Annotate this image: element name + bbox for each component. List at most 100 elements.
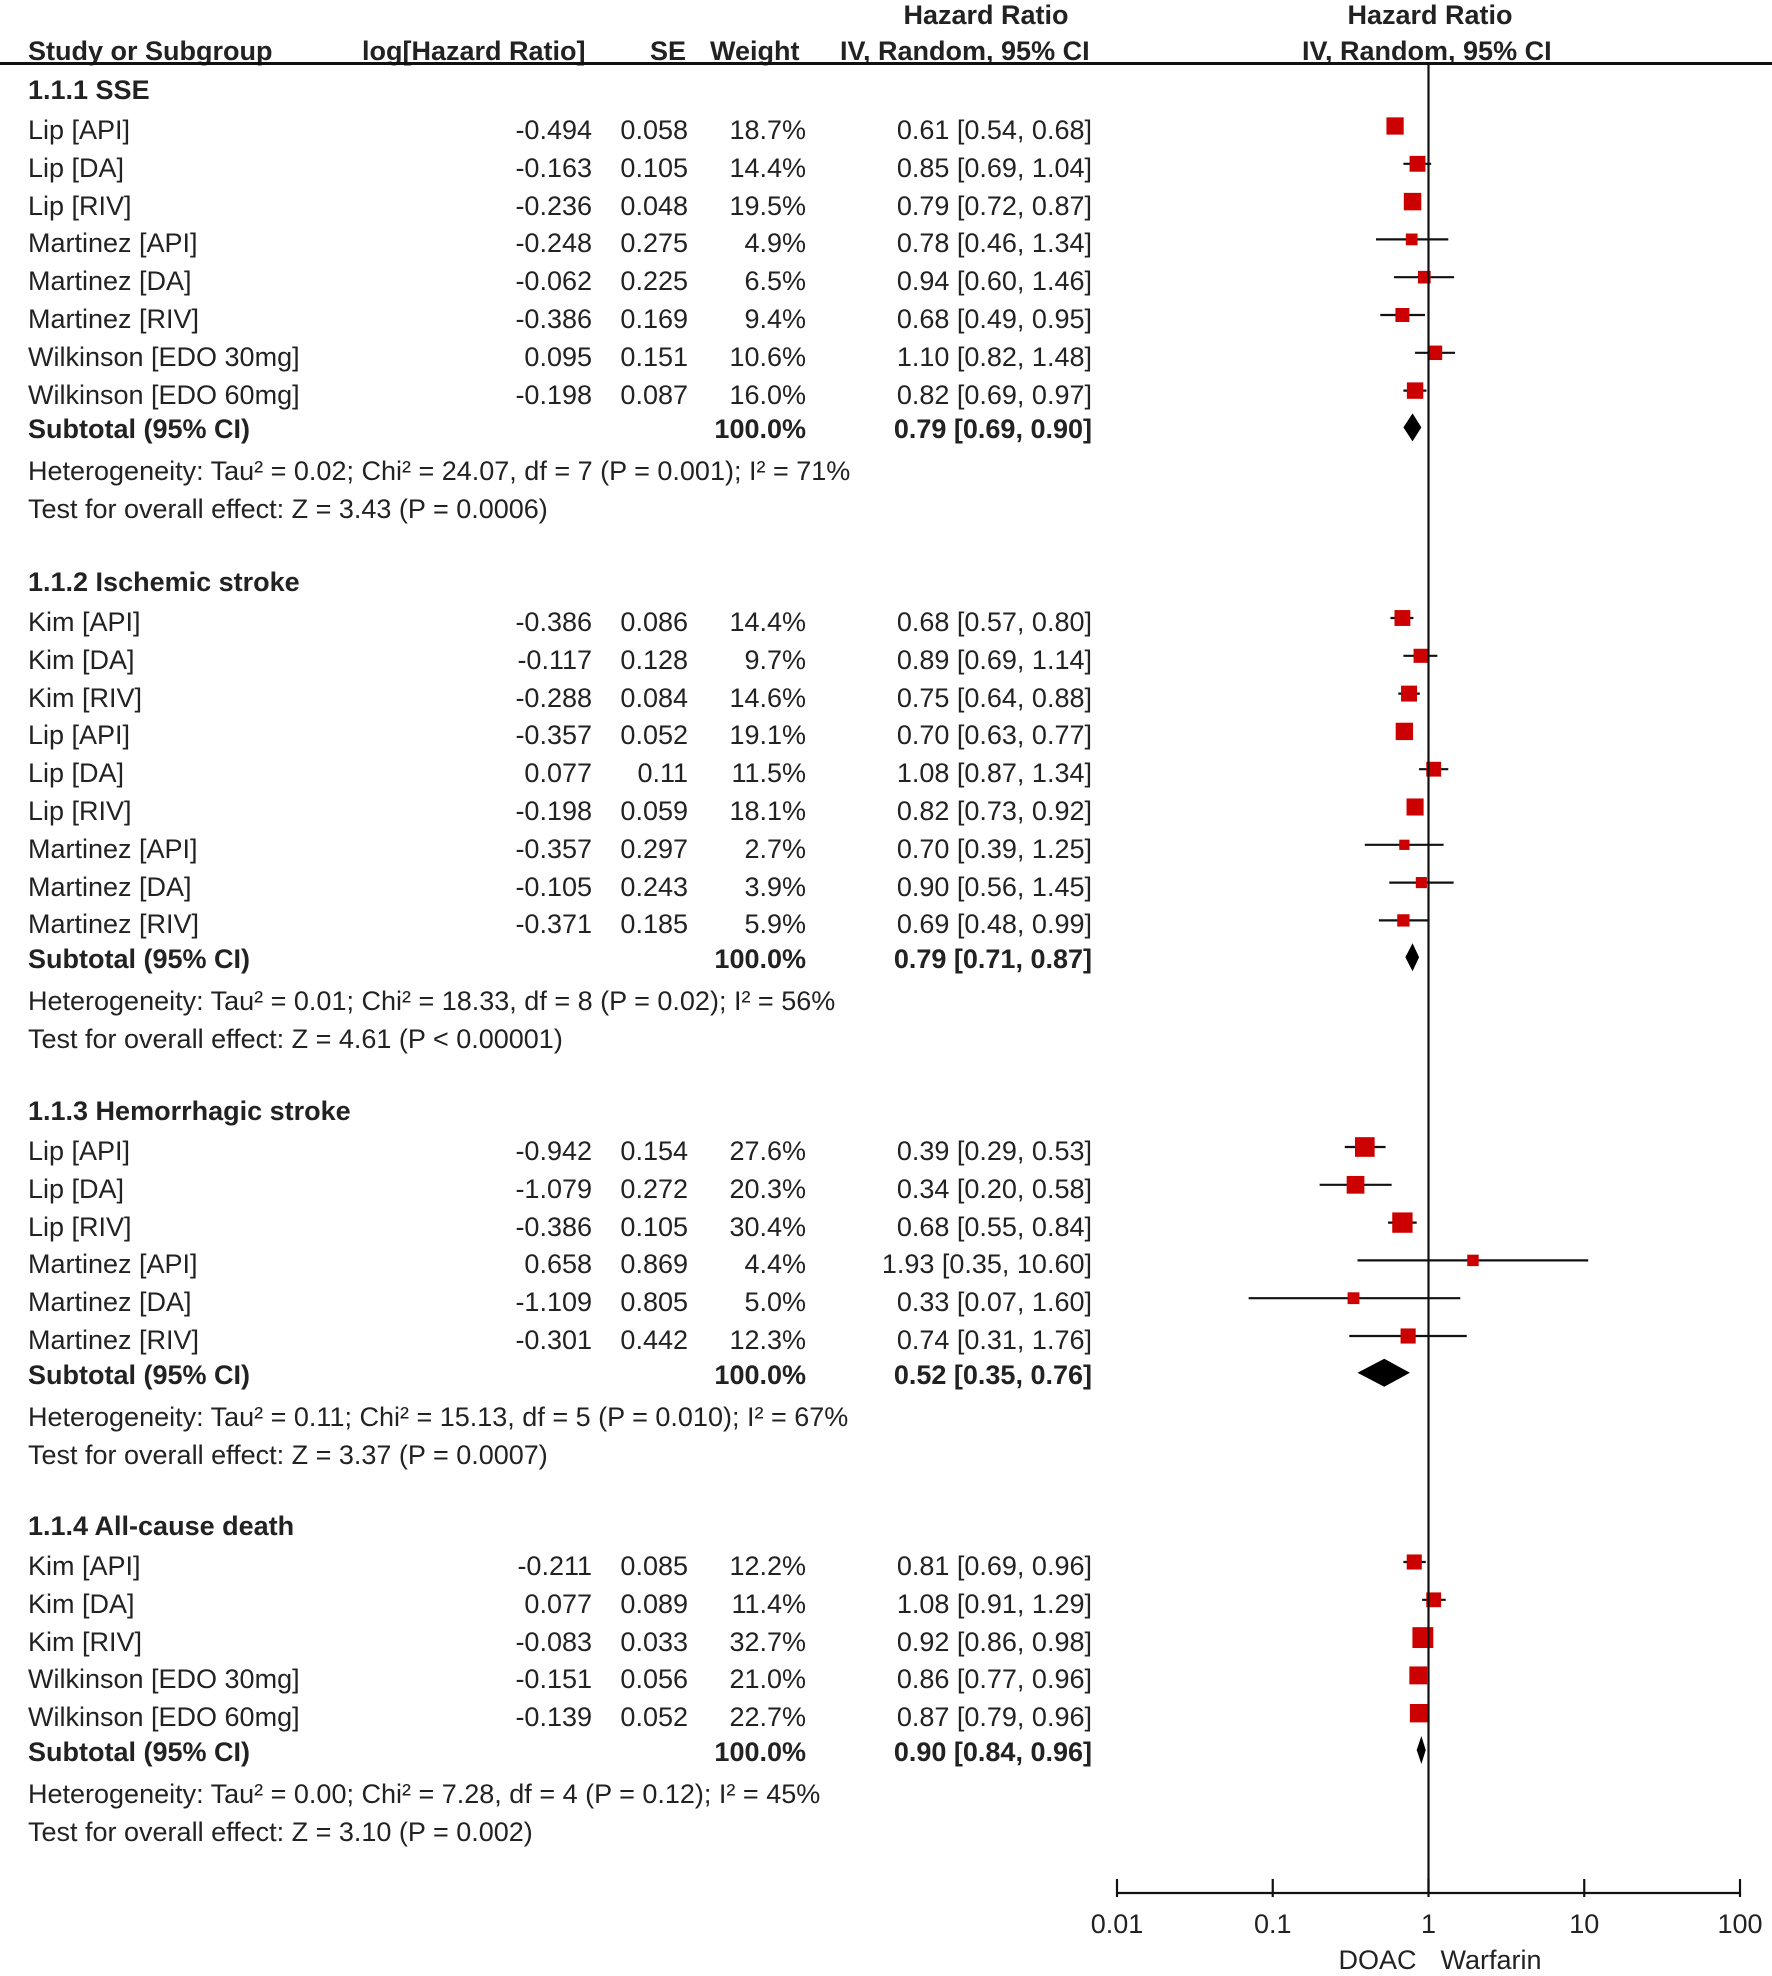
study-weight: 27.6% [729,1136,806,1166]
study-loghr: -0.151 [515,1664,592,1695]
study-se: 0.154 [620,1136,688,1166]
study-se: 0.033 [620,1626,688,1657]
study-ci: 0.81 [0.69, 0.96] [896,1551,1092,1581]
study-weight: 19.5% [729,190,806,221]
study-ci: 0.68 [0.55, 0.84] [896,1211,1092,1242]
study-marker [1400,1328,1416,1344]
study-loghr: -0.117 [517,644,592,675]
heterogeneity-text: Heterogeneity: Tau² = 0.00; Chi² = 7.28,… [28,1779,821,1809]
study-weight: 4.4% [744,1249,806,1280]
subtotal-weight: 100.0% [714,944,806,975]
study-se: 0.297 [620,833,688,864]
study-name: Kim [RIV] [28,1626,143,1657]
study-name: Wilkinson [EDO 60mg] [28,379,300,410]
overall-effect-text: Test for overall effect: Z = 4.61 (P < 0… [28,1024,563,1055]
study-loghr: -0.211 [517,1551,592,1581]
study-loghr: -0.288 [515,682,592,713]
study-weight: 14.4% [729,607,806,637]
study-ci: 0.79 [0.72, 0.87] [896,190,1092,221]
heterogeneity-text: Heterogeneity: Tau² = 0.01; Chi² = 18.33… [28,986,836,1017]
study-weight: 20.3% [729,1173,806,1204]
study-loghr: 0.095 [524,341,592,372]
study-se: 0.275 [620,228,688,259]
study-weight: 32.7% [729,1626,806,1657]
study-ci: 0.39 [0.29, 0.53] [896,1136,1092,1166]
study-marker [1409,1704,1429,1723]
study-se: 0.089 [620,1588,688,1619]
study-ci: 0.92 [0.86, 0.98] [896,1626,1092,1657]
study-ci: 1.10 [0.82, 1.48] [896,341,1092,372]
subtotal-weight: 100.0% [714,1359,806,1390]
study-loghr: 0.077 [524,1588,592,1619]
study-weight: 11.5% [731,758,806,789]
study-loghr: -1.079 [515,1173,592,1204]
study-name: Wilkinson [EDO 30mg] [28,341,300,372]
study-marker [1409,1666,1428,1685]
study-se: 0.243 [620,871,688,902]
study-name: Wilkinson [EDO 30mg] [28,1664,300,1695]
study-marker [1467,1254,1479,1267]
study-se: 0.052 [620,720,688,751]
study-loghr: -0.083 [515,1626,592,1657]
study-ci: 0.82 [0.69, 0.97] [896,379,1092,410]
study-weight: 6.5% [744,266,806,297]
study-weight: 14.6% [729,682,806,713]
subtotal-label: Subtotal (95% CI) [28,1737,251,1767]
study-marker [1346,1175,1365,1194]
study-ci: 0.34 [0.20, 0.58] [896,1173,1092,1204]
study-marker [1413,648,1428,663]
study-se: 0.11 [637,758,688,789]
study-se: 0.059 [620,796,688,826]
subtotal-ci: 0.90 [0.84, 0.96] [893,1737,1092,1767]
study-loghr: 0.077 [524,758,592,789]
study-ci: 0.85 [0.69, 1.04] [896,152,1092,183]
subtotal-ci: 0.79 [0.69, 0.90] [893,414,1092,445]
study-name: Martinez [API] [28,228,198,259]
subtotal-weight: 100.0% [714,1737,806,1767]
overall-effect-text: Test for overall effect: Z = 3.37 (P = 0… [28,1439,548,1470]
study-name: Martinez [RIV] [28,304,200,334]
study-weight: 5.9% [744,909,806,940]
x-tick-label: 10 [1569,1909,1599,1939]
axis-label-doac: DOAC [1338,1945,1416,1975]
study-loghr: -0.386 [515,607,592,637]
study-loghr: -0.139 [515,1702,592,1733]
study-ci: 0.86 [0.77, 0.96] [896,1664,1092,1695]
overall-effect-text: Test for overall effect: Z = 3.43 (P = 0… [28,494,548,525]
study-se: 0.052 [620,1702,688,1733]
study-loghr: -0.386 [515,304,592,334]
study-marker [1395,308,1410,322]
study-name: Martinez [DA] [28,871,192,902]
study-name: Lip [RIV] [28,1211,132,1242]
study-loghr: -0.236 [515,190,592,221]
header-rule [0,62,1772,65]
study-loghr: -0.494 [515,115,592,145]
study-marker [1405,233,1418,246]
heterogeneity-text: Heterogeneity: Tau² = 0.11; Chi² = 15.13… [28,1401,849,1432]
study-se: 0.272 [620,1173,688,1204]
study-ci: 0.90 [0.56, 1.45] [896,871,1092,902]
subtotal-ci: 0.79 [0.71, 0.87] [893,944,1092,975]
study-name: Martinez [RIV] [28,909,200,940]
subgroup-heading: 1.1.2 Ischemic stroke [28,567,300,597]
study-se: 0.084 [620,682,688,713]
study-marker [1406,798,1424,816]
axis-label-warfarin: Warfarin [1441,1945,1542,1975]
study-weight: 3.9% [744,871,806,902]
study-name: Kim [RIV] [28,682,143,713]
study-ci: 0.78 [0.46, 1.34] [896,228,1092,259]
study-weight: 30.4% [729,1211,806,1242]
study-name: Lip [DA] [28,152,125,183]
x-tick-label: 1 [1421,1909,1436,1939]
loghr-column-header: log[Hazard Ratio] [362,36,586,66]
study-weight: 21.0% [729,1664,806,1695]
study-marker [1395,722,1414,741]
study-ci: 0.70 [0.39, 1.25] [896,833,1092,864]
study-name: Martinez [API] [28,1249,198,1280]
study-se: 0.442 [620,1325,688,1355]
study-loghr: -0.357 [515,833,592,864]
study-se: 0.185 [620,909,688,940]
study-marker [1403,192,1422,211]
study-se: 0.056 [620,1664,688,1695]
study-loghr: -0.105 [515,871,592,902]
